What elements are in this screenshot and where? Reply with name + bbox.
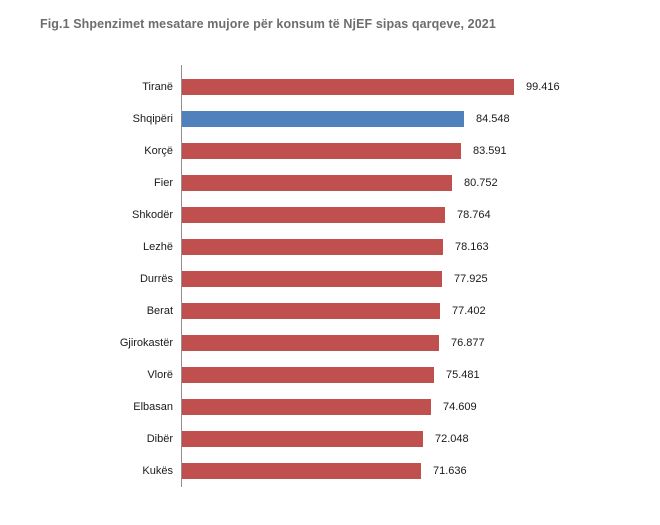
bar-track: 71.636 (182, 455, 660, 487)
bar (182, 463, 421, 479)
category-label: Vlorë (147, 369, 173, 381)
category-label: Korçë (144, 145, 173, 157)
bar-highlight (182, 111, 464, 127)
category-label: Shqipëri (132, 113, 173, 125)
bar-track: 75.481 (182, 359, 660, 391)
value-label: 75.481 (446, 369, 480, 381)
bar-track: 99.416 (182, 71, 660, 103)
value-label: 71.636 (433, 465, 467, 477)
chart-row: Kukës 71.636 (0, 455, 660, 487)
bar-track: 78.163 (182, 231, 660, 263)
bar (182, 399, 431, 415)
bar (182, 175, 452, 191)
bar-chart: Tiranë 99.416 Shqipëri 84.548 Korçë 83.591 Fie… (0, 71, 660, 487)
category-label: Lezhë (143, 241, 173, 253)
bar (182, 79, 514, 95)
bar-track: 84.548 (182, 103, 660, 135)
bar (182, 303, 440, 319)
bar (182, 335, 439, 351)
chart-row: Vlorë 75.481 (0, 359, 660, 391)
chart-row: Shqipëri 84.548 (0, 103, 660, 135)
bar (182, 143, 461, 159)
bar-track: 74.609 (182, 391, 660, 423)
chart-row: Berat 77.402 (0, 295, 660, 327)
chart-row: Tiranë 99.416 (0, 71, 660, 103)
bar-track: 78.764 (182, 199, 660, 231)
value-label: 78.163 (455, 241, 489, 253)
value-label: 78.764 (457, 209, 491, 221)
chart-row: Dibër 72.048 (0, 423, 660, 455)
bar-track: 72.048 (182, 423, 660, 455)
bar (182, 367, 434, 383)
chart-title: Fig.1 Shpenzimet mesatare mujore për kon… (40, 17, 496, 31)
bar-track: 80.752 (182, 167, 660, 199)
value-label: 72.048 (435, 433, 469, 445)
bar-track: 76.877 (182, 327, 660, 359)
bar-track: 83.591 (182, 135, 660, 167)
category-label: Durrës (139, 273, 173, 285)
chart-row: Korçë 83.591 (0, 135, 660, 167)
chart-row: Durrës 77.925 (0, 263, 660, 295)
bar (182, 239, 443, 255)
category-label: Kukës (142, 465, 173, 477)
value-label: 77.925 (454, 273, 488, 285)
category-label: Berat (146, 305, 173, 317)
category-label: Fier (154, 177, 173, 189)
chart-row: Gjirokastër 76.877 (0, 327, 660, 359)
category-label: Elbasan (133, 401, 173, 413)
bar (182, 207, 445, 223)
category-label: Dibër (146, 433, 173, 445)
chart-row: Lezhë 78.163 (0, 231, 660, 263)
value-label: 76.877 (451, 337, 485, 349)
value-label: 80.752 (464, 177, 498, 189)
value-label: 99.416 (526, 81, 560, 93)
bar-track: 77.925 (182, 263, 660, 295)
value-label: 74.609 (443, 401, 477, 413)
chart-row: Fier 80.752 (0, 167, 660, 199)
category-label: Shkodër (132, 209, 173, 221)
y-axis-line (181, 65, 182, 487)
category-label: Tiranë (142, 81, 173, 93)
bar (182, 431, 423, 447)
bar (182, 271, 442, 287)
chart-row: Elbasan 74.609 (0, 391, 660, 423)
value-label: 77.402 (452, 305, 486, 317)
value-label: 84.548 (476, 113, 510, 125)
category-label: Gjirokastër (119, 337, 173, 349)
chart-row: Shkodër 78.764 (0, 199, 660, 231)
value-label: 83.591 (473, 145, 507, 157)
bar-track: 77.402 (182, 295, 660, 327)
